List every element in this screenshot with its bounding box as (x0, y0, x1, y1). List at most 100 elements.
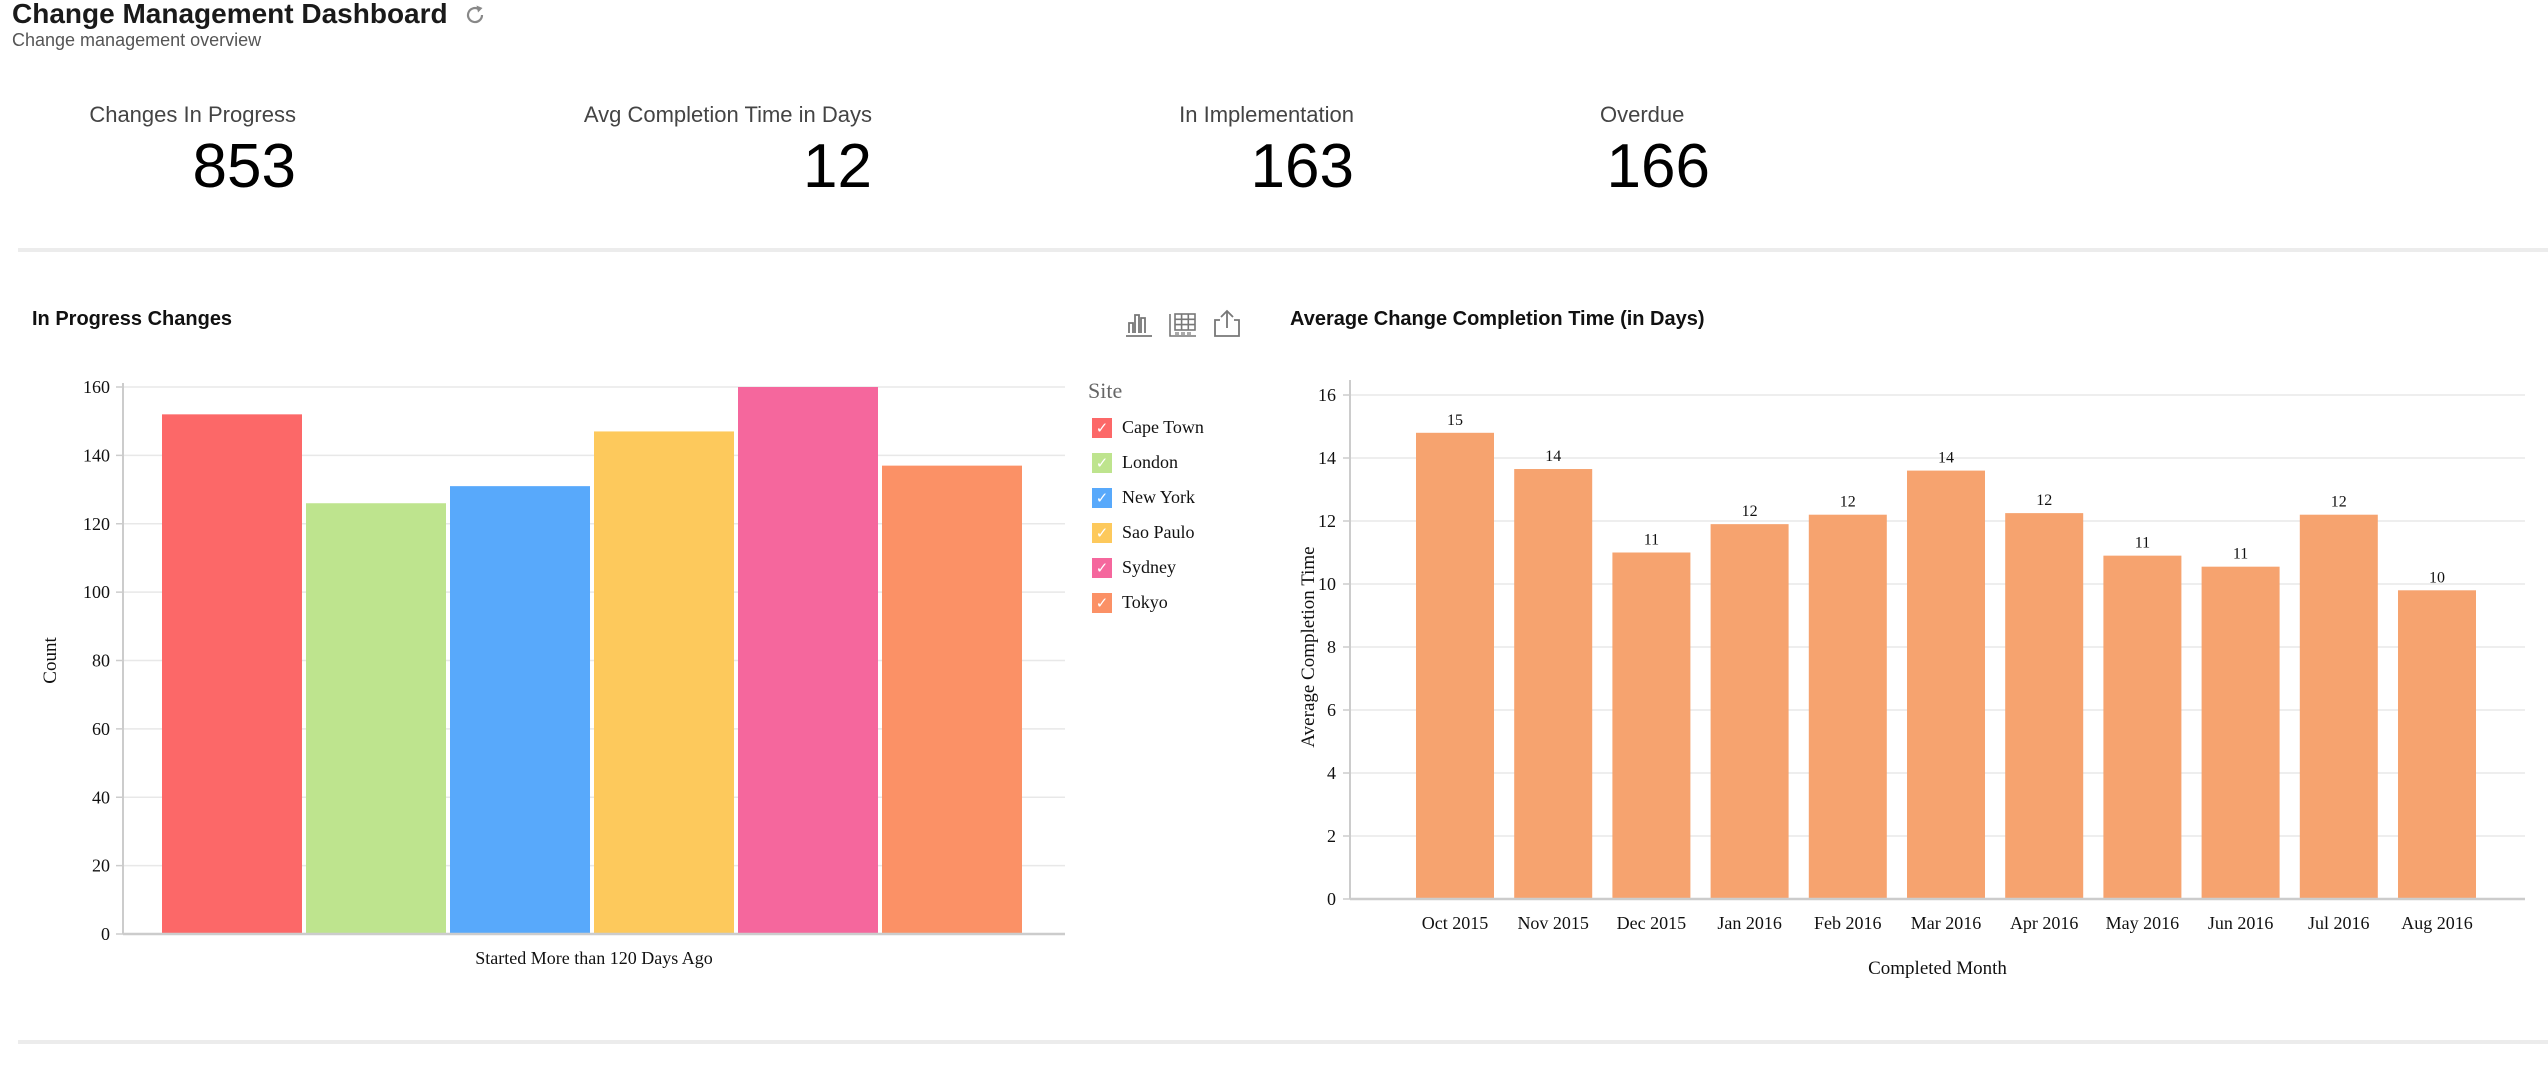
legend-item-new-york[interactable]: ✓ New York (1088, 480, 1204, 515)
bar-sao-paulo[interactable] (594, 431, 734, 934)
x-tick-label: Feb 2016 (1814, 913, 1882, 933)
bar[interactable] (2299, 514, 2378, 899)
legend-label: New York (1122, 487, 1196, 507)
x-tick-label: Apr 2016 (2010, 913, 2079, 933)
checkbox-checked-icon[interactable]: ✓ (1092, 487, 1112, 508)
in-progress-chart: 0 20 40 60 80 100 120 140 160 Started More than 1… (40, 377, 1065, 968)
kpi-label: Changes In Progress (89, 102, 296, 127)
bar[interactable] (1808, 514, 1887, 899)
kpi-value: 166 (1606, 132, 1710, 201)
kpi-label: In Implementation (1179, 102, 1354, 127)
x-tick-label: Mar 2016 (1911, 913, 1982, 933)
table-icon (1169, 313, 1196, 337)
kpi-value: 853 (192, 132, 296, 201)
x-tick-label: Oct 2015 (1422, 913, 1489, 933)
legend-label: Sao Paulo (1122, 522, 1195, 542)
x-tick-label: Jul 2016 (2308, 913, 2370, 933)
legend-label: Cape Town (1122, 417, 1204, 437)
y-tick-label: 140 (83, 445, 110, 465)
kpi-label: Avg Completion Time in Days (583, 102, 872, 127)
y-tick-label: 20 (92, 856, 110, 876)
kpi-label: Overdue (1600, 102, 1685, 127)
avg-completion-chart-title: Average Change Completion Time (in Days) (1290, 308, 1705, 330)
legend-item-tokyo[interactable]: ✓ Tokyo (1088, 585, 1204, 620)
checkbox-checked-icon[interactable]: ✓ (1092, 592, 1112, 613)
y-tick-label: 16 (1318, 385, 1336, 405)
checkbox-checked-icon[interactable]: ✓ (1092, 557, 1112, 578)
y-tick-label: 2 (1327, 826, 1336, 846)
y-tick-label: 120 (83, 514, 110, 534)
data-label: 14 (1938, 450, 1954, 467)
x-tick-label: Jan 2016 (1717, 913, 1782, 933)
y-tick-label: 0 (101, 924, 110, 944)
bar[interactable] (1907, 470, 1985, 899)
checkbox-checked-icon[interactable]: ✓ (1092, 522, 1112, 543)
data-label: 12 (2036, 492, 2052, 509)
bar-new-york[interactable] (450, 486, 590, 934)
y-tick-label: 4 (1327, 763, 1336, 783)
x-tick-label: Dec 2015 (1617, 913, 1686, 933)
y-tick-label: 160 (83, 377, 110, 397)
y-tick-label: 80 (92, 651, 110, 671)
y-axis-label: Count (40, 637, 61, 684)
bar-chart-view-button[interactable] (1122, 306, 1156, 340)
bar[interactable] (1612, 552, 1691, 900)
legend-label: Sydney (1122, 557, 1176, 577)
data-label: 11 (2135, 535, 2150, 552)
bar-cape-town[interactable] (162, 414, 302, 935)
x-tick-label: Aug 2016 (2401, 913, 2473, 933)
bar[interactable] (2005, 513, 2084, 899)
bar-tokyo[interactable] (882, 465, 1022, 934)
data-label: 14 (1545, 448, 1561, 465)
export-icon (1214, 309, 1240, 337)
page-title: Change Management Dashboard (12, 0, 448, 29)
y-tick-label: 6 (1327, 700, 1336, 720)
bar[interactable] (1710, 524, 1789, 899)
y-tick-label: 14 (1318, 448, 1336, 468)
x-tick-label: May 2016 (2106, 913, 2180, 933)
checkbox-checked-icon[interactable]: ✓ (1092, 452, 1112, 473)
divider (18, 1040, 2548, 1044)
bar-chart-icon (1126, 314, 1152, 337)
legend-item-sydney[interactable]: ✓ Sydney (1088, 550, 1204, 585)
y-tick-label: 0 (1327, 889, 1336, 909)
legend-item-london[interactable]: ✓ London (1088, 445, 1204, 480)
data-label: 12 (1742, 503, 1758, 520)
data-label: 12 (2331, 494, 2347, 511)
kpi-changes-in-progress: Changes In Progress 853 (60, 102, 296, 198)
refresh-button[interactable] (462, 2, 488, 28)
data-label: 11 (2233, 546, 2248, 563)
data-label: 15 (1447, 412, 1463, 429)
bar[interactable] (2103, 555, 2182, 899)
kpi-in-implementation: In Implementation 163 (1150, 102, 1354, 198)
export-button[interactable] (1210, 306, 1244, 340)
data-label: 12 (1840, 494, 1856, 511)
bar[interactable] (2398, 590, 2476, 899)
x-axis-label: Started More than 120 Days Ago (475, 948, 712, 968)
x-axis-label: Completed Month (1868, 958, 2007, 979)
y-tick-label: 12 (1318, 511, 1336, 531)
x-tick-label: Nov 2015 (1517, 913, 1589, 933)
y-tick-label: 60 (92, 719, 110, 739)
y-tick-label: 10 (1318, 574, 1336, 594)
bar[interactable] (1514, 469, 1593, 899)
in-progress-chart-title: In Progress Changes (32, 308, 233, 330)
legend-label: London (1122, 452, 1178, 472)
kpi-value: 163 (1250, 132, 1354, 201)
checkbox-checked-icon[interactable]: ✓ (1092, 417, 1112, 438)
legend-item-sao-paulo[interactable]: ✓ Sao Paulo (1088, 515, 1204, 550)
y-tick-label: 40 (92, 787, 110, 807)
bar-london[interactable] (306, 503, 446, 934)
table-view-button[interactable] (1166, 306, 1200, 340)
avg-completion-chart: 0 2 4 6 8 10 12 14 16 15 Oct 2015 14 Nov 2015 11 Dec 2… (1298, 380, 2525, 979)
y-tick-label: 8 (1327, 637, 1336, 657)
bar[interactable] (1416, 432, 1494, 899)
legend-label: Tokyo (1122, 592, 1168, 612)
site-legend: Site ✓ Cape Town ✓ London ✓ New York ✓ Sao Paul… (1088, 378, 1204, 620)
y-axis-label: Average Completion Time (1298, 546, 1319, 747)
bar[interactable] (2201, 566, 2280, 899)
bar-sydney[interactable] (738, 387, 878, 934)
legend-item-cape-town[interactable]: ✓ Cape Town (1088, 410, 1204, 445)
page-subtitle: Change management overview (12, 30, 262, 50)
refresh-icon (466, 5, 484, 24)
